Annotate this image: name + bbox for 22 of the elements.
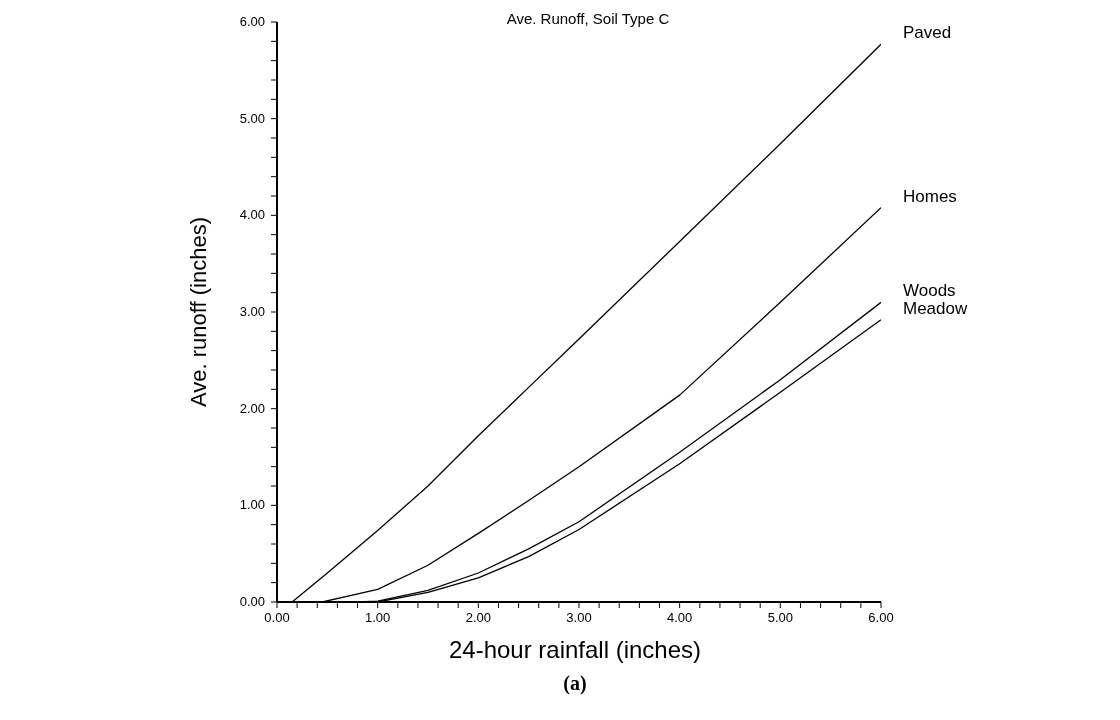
- x-tick-label: 1.00: [365, 610, 391, 625]
- series-label: Meadow: [903, 298, 968, 318]
- series-label: Paved: [903, 23, 952, 43]
- x-tick-label: 4.00: [667, 610, 693, 625]
- y-tick-label: 1.00: [239, 497, 265, 513]
- y-tick-label: 2.00: [239, 400, 265, 416]
- y-tick-label: 3.00: [239, 304, 265, 319]
- series-label: Homes: [903, 186, 957, 206]
- y-tick-label: 6.00: [239, 14, 265, 29]
- text: (a): [562, 672, 588, 695]
- series-label: Woods: [903, 281, 956, 301]
- x-axis-title: 24-hour rainfall (inches): [447, 636, 703, 664]
- x-tick-label: 6.00: [868, 610, 894, 625]
- x-tick-label: 3.00: [566, 610, 592, 625]
- y-axis-title: Ave. runoff (inches): [185, 217, 211, 407]
- y-tick-label: 0.00: [239, 594, 265, 609]
- x-tick-label: 5.00: [767, 610, 793, 625]
- x-tick-label: 2.00: [465, 610, 491, 625]
- y-tick-label: 4.00: [239, 207, 265, 223]
- y-tick-label: 5.00: [239, 110, 265, 126]
- chart-title: Ave. Runoff, Soil Type C: [505, 10, 671, 27]
- x-tick-label: 0.00: [264, 610, 290, 625]
